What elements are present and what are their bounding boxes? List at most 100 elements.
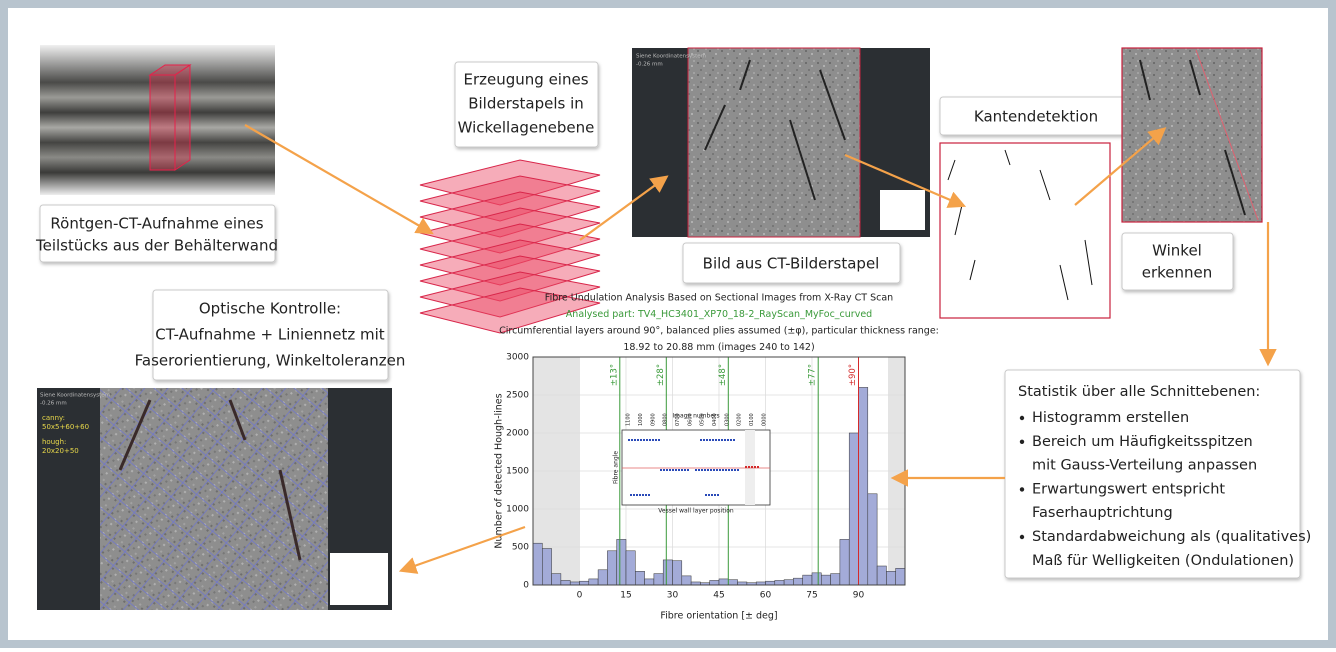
inset-tick: 1000 (638, 413, 644, 426)
bar (561, 580, 570, 585)
bullet-text: Histogramm erstellen (1032, 410, 1189, 426)
inset-tick: 0200 (737, 413, 743, 426)
bar (728, 580, 737, 585)
bar (682, 576, 691, 585)
param-text: hough: (42, 438, 66, 446)
bar (710, 580, 719, 585)
bar (580, 581, 589, 585)
x-tick-label: 0 (577, 591, 583, 601)
bar (877, 566, 886, 585)
param-text: canny: (42, 414, 65, 422)
bar (775, 580, 784, 585)
chart-title: Circumferential layers around 90°, balan… (499, 326, 939, 337)
bar (840, 539, 849, 585)
bar (719, 579, 728, 585)
caption: Winkel (1152, 242, 1202, 260)
bar (793, 578, 802, 585)
overlay-text: Siene Koordinatensystem (40, 393, 110, 399)
caption: Röntgen-CT-Aufnahme eines (50, 215, 263, 233)
inset-tick: 1100 (626, 413, 632, 426)
inset-y-label: Fibre angle (613, 451, 620, 484)
bar (784, 580, 793, 585)
bullet-text: mit Gauss-Verteilung anpassen (1032, 458, 1257, 474)
bar (598, 570, 607, 585)
bullet-text: Standardabweichung als (qualitatives) (1032, 529, 1311, 545)
body: Röntgen-CT-Aufnahme eines Teilstücks aus… (0, 0, 1336, 648)
image-stack (420, 160, 600, 333)
page: Fibre Undulation Workflow { "photo_capti… (0, 0, 1336, 648)
bullet (1020, 440, 1024, 444)
statistics-box (1005, 370, 1300, 578)
bar (766, 581, 775, 585)
bar (542, 549, 551, 585)
bar (868, 494, 877, 585)
bar (821, 575, 830, 585)
caption: Kantendetektion (974, 108, 1098, 126)
x-tick-label: 90 (853, 591, 865, 601)
inset-tick: 0300 (724, 413, 730, 426)
overlay-text: -0.26 mm (636, 62, 663, 68)
bullet (1020, 487, 1024, 491)
y-tick-label: 1000 (506, 505, 529, 515)
bar (831, 574, 840, 585)
peak-label: ±13° (609, 364, 619, 386)
y-tick-label: 2000 (506, 429, 529, 439)
y-axis-label: Number of detected Hough-lines (494, 393, 505, 548)
statistics-title: Statistik über alle Schnittebenen: (1018, 384, 1260, 400)
bar (663, 560, 672, 585)
y-tick-label: 2500 (506, 391, 529, 401)
param-text: 50x5+60+60 (42, 423, 89, 431)
bullet (1020, 535, 1024, 539)
y-tick-label: 1500 (506, 467, 529, 477)
y-tick-label: 3000 (506, 353, 529, 363)
bar (654, 574, 663, 585)
caption: Teilstücks aus der Behälterwand (35, 237, 278, 255)
bullet-text: Faserhauptrichtung (1032, 505, 1173, 521)
peak-label: ±48° (718, 364, 728, 386)
bar (896, 568, 905, 585)
peak-label: ±77° (808, 364, 818, 386)
caption: Wickellagenebene (458, 119, 595, 137)
overlay-text: -0.26 mm (40, 401, 67, 407)
x-tick-label: 45 (713, 591, 724, 601)
bar (552, 574, 561, 585)
caption: CT-Aufnahme + Liniennetz mit (155, 326, 385, 344)
chart-title: 18.92 to 20.88 mm (images 240 to 142) (623, 342, 814, 353)
peak-label: ±90° (848, 364, 858, 386)
param-text: 20x20+50 (42, 447, 79, 455)
inset-tick: 0600 (687, 413, 693, 426)
chart-title: Fibre Undulation Analysis Based on Secti… (545, 293, 893, 304)
x-tick-label: 30 (667, 591, 679, 601)
bullet-text: Bereich um Häufigkeitsspitzen (1032, 434, 1253, 450)
bar (617, 539, 626, 585)
inset-tick: 0800 (663, 413, 669, 426)
bullet-text: Erwartungswert entspricht (1032, 481, 1225, 497)
inset-x-label: Vessel wall layer position (658, 508, 734, 515)
bar (803, 575, 812, 585)
check-cube (330, 553, 388, 605)
bullet (1020, 416, 1024, 420)
y-tick-label: 0 (523, 581, 529, 591)
overlay-text: Siene Koordinatensystem (636, 54, 706, 60)
check-grid (100, 388, 328, 610)
photo-cube (150, 65, 190, 170)
ct-cube (880, 190, 925, 230)
caption: Bilderstapels in (468, 95, 584, 113)
inset-tick: 0700 (675, 413, 681, 426)
inset-tick: 0500 (700, 413, 706, 426)
inset-tick: 0400 (712, 413, 718, 426)
bar (533, 543, 542, 585)
caption: erkennen (1142, 264, 1213, 282)
bar (589, 579, 598, 585)
bar (886, 571, 895, 585)
bar (626, 551, 635, 585)
x-tick-label: 15 (620, 591, 631, 601)
inset-tick: 0100 (749, 413, 755, 426)
bullet-text: Maß für Welligkeiten (Ondulationen) (1032, 553, 1294, 569)
bar (635, 571, 644, 585)
x-axis-label: Fibre orientation [± deg] (660, 611, 777, 622)
bar (859, 387, 868, 585)
caption: Optische Kontrolle: (199, 300, 341, 318)
chart-title: Analysed part: TV4_HC3401_XP70_18-2_RayS… (566, 309, 872, 320)
ct-slice (688, 48, 860, 237)
